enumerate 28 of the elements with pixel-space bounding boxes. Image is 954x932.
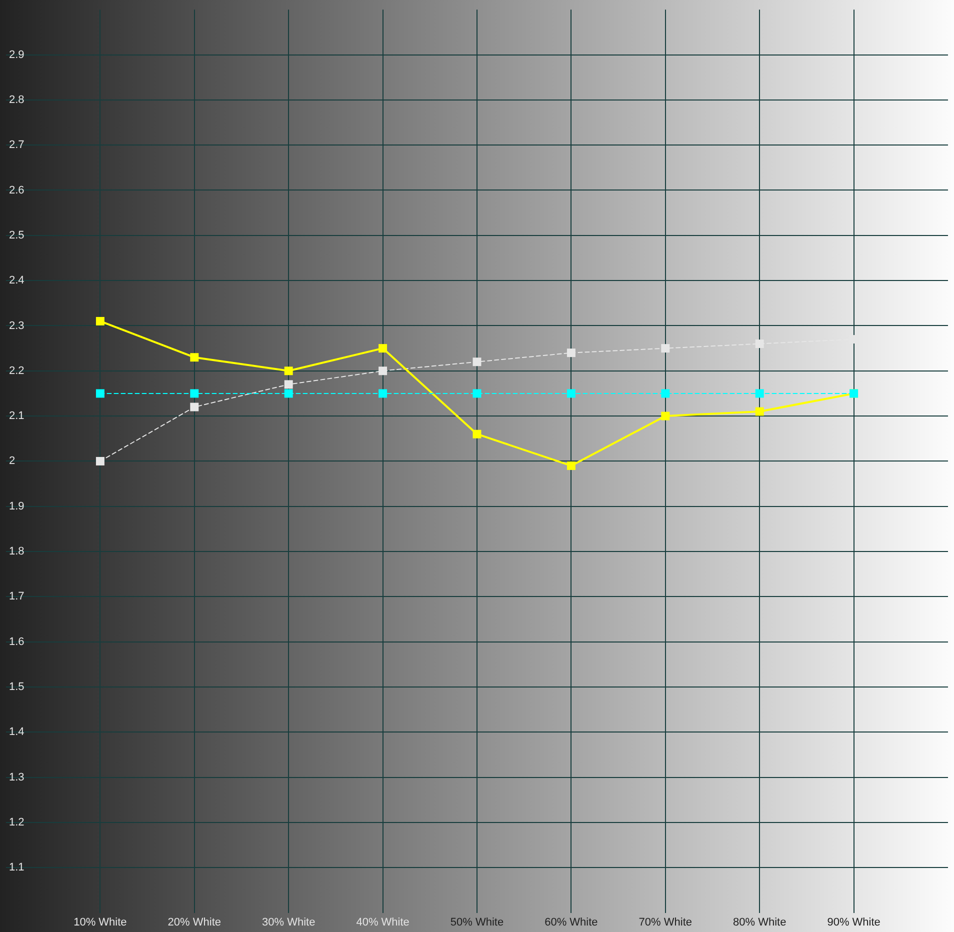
y-tick-label: 1.8	[9, 546, 24, 558]
y-tick-label: 2.3	[9, 320, 24, 332]
y-tick-label: 1.7	[9, 590, 24, 603]
y-tick-label: 1.2	[9, 816, 24, 829]
x-tick-label: 40% White	[356, 916, 410, 928]
y-tick-label: 2.6	[9, 184, 24, 196]
x-tick-label: 20% White	[168, 916, 221, 928]
x-tick-label: 90% White	[827, 916, 880, 928]
y-tick-label: 2.4	[9, 274, 24, 287]
y-tick-label: 1.4	[9, 726, 24, 738]
y-tick-label: 1.9	[9, 500, 24, 512]
y-tick-label: 2.5	[9, 229, 24, 242]
x-tick-label: 70% White	[638, 916, 692, 928]
y-tick-label: 1.5	[9, 681, 24, 694]
y-tick-label: 1.1	[9, 862, 24, 874]
x-tick-label: 80% White	[733, 916, 786, 928]
y-tick-label: 2.7	[9, 139, 24, 152]
y-tick-label: 2.1	[9, 410, 24, 422]
y-tick-label: 2.8	[9, 94, 24, 106]
y-tick-label: 2.2	[9, 364, 24, 377]
y-tick-label: 1.3	[9, 771, 24, 784]
x-tick-label: 60% White	[544, 916, 598, 928]
x-tick-label: 30% White	[262, 916, 316, 928]
x-tick-label: 50% White	[450, 916, 504, 928]
y-tick-label: 1.6	[9, 636, 24, 648]
x-tick-label: 10% White	[74, 916, 127, 928]
y-tick-label: 2.9	[9, 48, 24, 61]
y-tick-label: 2	[9, 455, 16, 468]
